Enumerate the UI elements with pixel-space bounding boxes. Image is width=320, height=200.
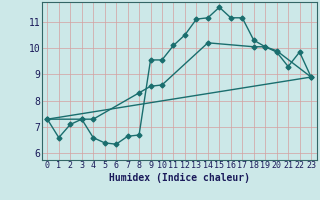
X-axis label: Humidex (Indice chaleur): Humidex (Indice chaleur) [109,173,250,183]
